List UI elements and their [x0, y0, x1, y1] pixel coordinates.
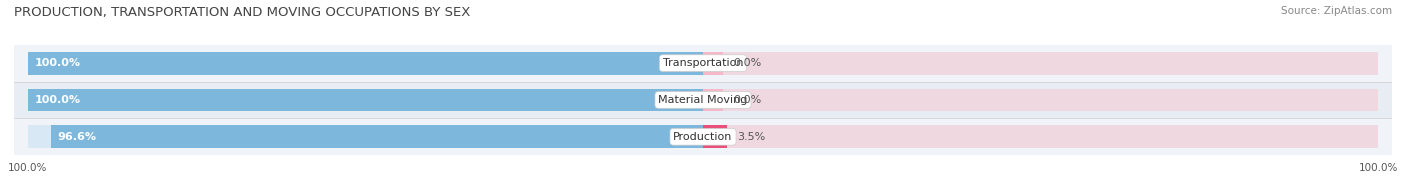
Bar	[703, 89, 723, 111]
Text: PRODUCTION, TRANSPORTATION AND MOVING OCCUPATIONS BY SEX: PRODUCTION, TRANSPORTATION AND MOVING OC…	[14, 6, 471, 19]
Text: Production: Production	[673, 132, 733, 142]
Bar	[703, 52, 1378, 74]
Text: 0.0%: 0.0%	[734, 58, 762, 68]
Bar	[14, 118, 1392, 155]
Bar	[28, 89, 703, 111]
Text: Source: ZipAtlas.com: Source: ZipAtlas.com	[1281, 6, 1392, 16]
Bar	[28, 125, 703, 148]
Text: 100.0%: 100.0%	[34, 95, 80, 105]
Bar	[703, 125, 1378, 148]
Text: Transportation: Transportation	[662, 58, 744, 68]
Bar	[703, 125, 727, 148]
Bar	[14, 82, 1392, 118]
Text: 96.6%: 96.6%	[58, 132, 96, 142]
Bar	[14, 45, 1392, 82]
Text: Material Moving: Material Moving	[658, 95, 748, 105]
Bar	[28, 52, 703, 74]
Text: 3.5%: 3.5%	[737, 132, 765, 142]
Bar	[28, 52, 703, 74]
Bar	[703, 52, 723, 74]
Bar	[51, 125, 703, 148]
Text: 0.0%: 0.0%	[734, 95, 762, 105]
Bar	[28, 89, 703, 111]
Text: 100.0%: 100.0%	[34, 58, 80, 68]
Bar	[703, 89, 1378, 111]
